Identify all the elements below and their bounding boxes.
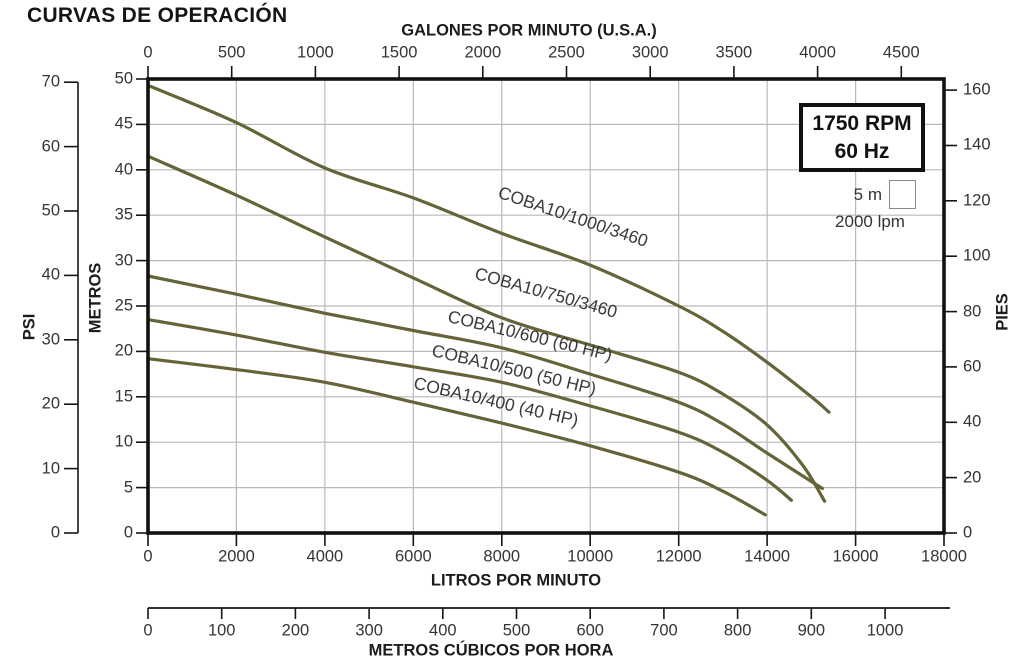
tick-label: 120 xyxy=(963,191,991,210)
page-title: CURVAS DE OPERACIÓN xyxy=(27,4,288,27)
tick-label: 700 xyxy=(650,621,678,640)
tick-label: 400 xyxy=(429,621,457,640)
legend-flow-label: 2000 lpm xyxy=(835,212,905,231)
tick-label: 100 xyxy=(207,621,236,640)
tick-label: 2000 xyxy=(218,547,255,566)
tick-label: 5 xyxy=(123,478,133,497)
tick-label: 800 xyxy=(723,621,752,640)
tick-label: 16000 xyxy=(832,547,879,566)
tick-label: 18000 xyxy=(921,547,967,566)
tick-label: 3000 xyxy=(631,43,669,62)
tick-label: 4000 xyxy=(799,43,836,62)
tick-label: 0 xyxy=(963,523,973,542)
tick-label: 200 xyxy=(281,621,310,640)
tick-label: 20 xyxy=(114,341,133,360)
tick-label: 160 xyxy=(963,80,991,99)
tick-label: 70 xyxy=(41,72,60,91)
axis-title-metros: METROS xyxy=(86,262,105,334)
grid-cell-swatch xyxy=(889,180,916,209)
tick-label: 4500 xyxy=(882,43,920,62)
tick-label: 10000 xyxy=(567,547,614,566)
axis-title-pies: PIES xyxy=(993,293,1012,331)
axis-title-m3h: METROS CÚBICOS POR HORA xyxy=(368,641,614,660)
tick-label: 40 xyxy=(114,160,133,179)
axis-title-lpm: LITROS POR MINUTO xyxy=(430,571,602,590)
tick-label: 2000 xyxy=(464,43,502,62)
curve-COBA10/500 (50 HP) xyxy=(146,318,793,502)
tick-label: 40 xyxy=(41,265,60,284)
tick-label: 10 xyxy=(41,459,60,478)
tick-label: 80 xyxy=(963,302,982,321)
tick-label: 600 xyxy=(576,621,604,640)
tick-label: 30 xyxy=(41,330,60,349)
tick-label: 50 xyxy=(114,69,133,88)
tick-label: 20 xyxy=(963,468,982,487)
tick-label: 12000 xyxy=(655,547,702,566)
tick-label: 45 xyxy=(114,114,133,133)
tick-label: 1000 xyxy=(866,621,904,640)
tick-label: 30 xyxy=(114,251,133,270)
rpm-value: 1750 RPM xyxy=(812,112,912,136)
tick-label: 60 xyxy=(963,357,982,376)
curve-COBA10/600 (60 HP) xyxy=(146,274,824,491)
tick-label: 50 xyxy=(41,201,60,220)
tick-label: 25 xyxy=(114,296,133,315)
tick-label: 2500 xyxy=(548,43,585,62)
tick-label: 0 xyxy=(143,43,153,62)
tick-label: 60 xyxy=(41,137,60,156)
tick-label: 1000 xyxy=(297,43,334,62)
plot-border xyxy=(146,77,946,535)
tick-label: 4000 xyxy=(306,547,344,566)
tick-label: 0 xyxy=(143,621,153,640)
tick-label: 0 xyxy=(123,523,133,542)
curve-COBA10/1000/3460 xyxy=(146,83,831,414)
tick-label: 40 xyxy=(963,412,982,431)
tick-label: 0 xyxy=(50,523,60,542)
grid-scale-legend: 5 m 2000 lpm xyxy=(824,180,916,232)
tick-label: 100 xyxy=(963,246,991,265)
tick-label: 3500 xyxy=(715,43,753,62)
tick-label: 1500 xyxy=(380,43,418,62)
tick-label: 20 xyxy=(41,394,60,413)
tick-label: 6000 xyxy=(394,547,432,566)
legend-height-label: 5 m xyxy=(853,184,882,204)
tick-label: 900 xyxy=(797,621,826,640)
tick-label: 8000 xyxy=(483,547,521,566)
tick-label: 15 xyxy=(114,387,133,406)
tick-label: 140 xyxy=(963,135,991,154)
tick-label: 500 xyxy=(502,621,531,640)
axis-title-psi: PSI xyxy=(20,313,39,341)
tick-label: 300 xyxy=(355,621,383,640)
freq-value: 60 Hz xyxy=(834,139,890,163)
curve-COBA10/750/3460 xyxy=(146,154,827,503)
tick-label: 35 xyxy=(114,205,133,224)
tick-label: 10 xyxy=(114,432,133,451)
curve-COBA10/400 (40 HP) xyxy=(146,357,767,517)
tick-label: 0 xyxy=(143,547,153,566)
tick-label: 500 xyxy=(217,43,246,62)
rpm-info-box: 1750 RPM 60 Hz xyxy=(799,103,925,172)
axis-title-gpm: GALONES POR MINUTO (U.S.A.) xyxy=(401,21,657,40)
tick-label: 14000 xyxy=(744,547,791,566)
